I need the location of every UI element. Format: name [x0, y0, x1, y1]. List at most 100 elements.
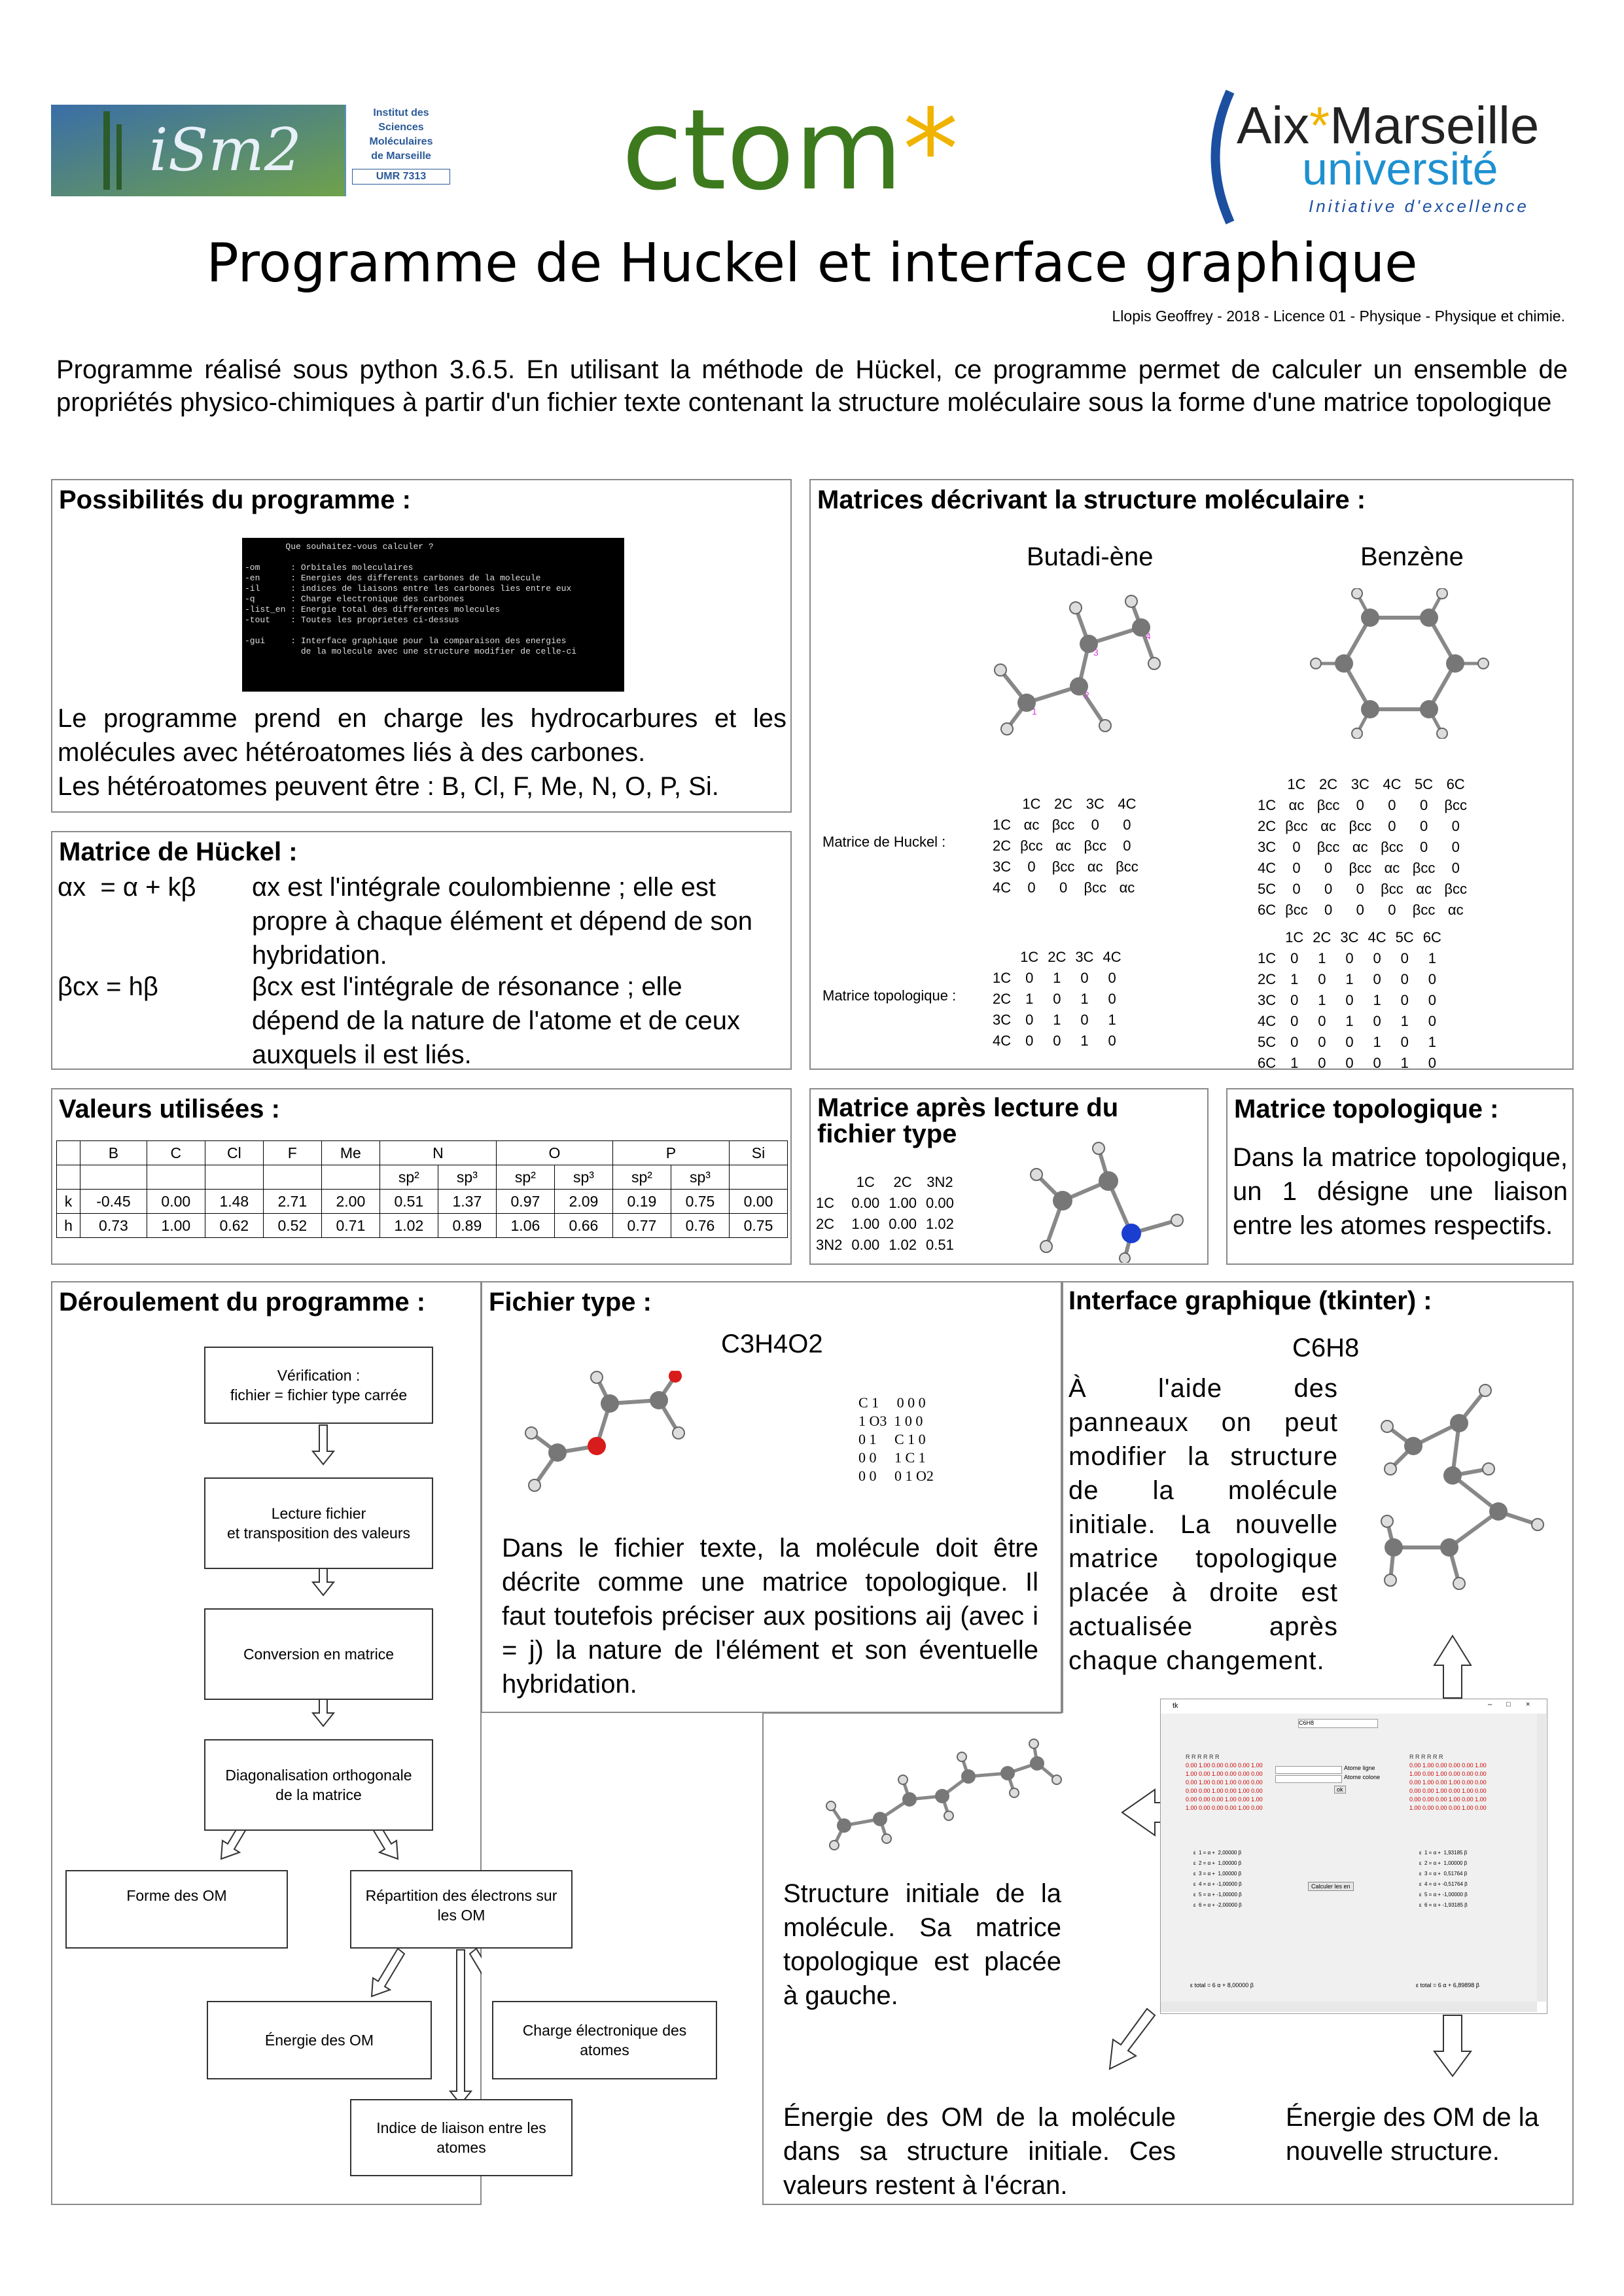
calculate-button[interactable]: Calculer les en: [1308, 1882, 1354, 1891]
matrix-cell: 0: [1428, 992, 1436, 1008]
benzene-topo-row: 6C 1 0 0 0 1 0: [1254, 1053, 1445, 1073]
matrix-cell: 0: [1419, 797, 1428, 813]
amu-logo: Aix*Marseille université Initiative d'ex…: [1197, 85, 1590, 229]
matrix-header-cell: 2C: [893, 1174, 912, 1190]
matrix-cell: 4C: [993, 1033, 1012, 1049]
matrix-cell: 0: [1400, 950, 1409, 966]
total-right: ε total = 6 α + 6,89898 β: [1416, 1982, 1479, 1988]
page-title: Programme de Huckel et interface graphiq…: [206, 232, 1418, 294]
ism2-logo: iSm2 Institut des Sciences Moléculaires …: [51, 105, 450, 196]
matrix-cell: 1: [1290, 971, 1299, 987]
matrix-cell: 0: [1292, 839, 1301, 855]
matrix-cell: 0: [1428, 1013, 1436, 1029]
matrix-header-cell: 2C: [1313, 929, 1332, 945]
butadiene-topo-matrix: 1C 2C 3C 4C 1C 0 1 0 0 2C 1 0 1 0 3C 0 1 0 1 4C 0 0 1 0: [987, 946, 1127, 1052]
lecture-row: 2C 1.00 0.00 1.02: [812, 1214, 958, 1234]
amu-tag: Initiative d'excellence: [1309, 196, 1529, 216]
matrix-cell: 4C: [1258, 860, 1277, 876]
matrix-cell: 0: [1292, 881, 1301, 897]
total-left: ε total = 6 α + 8,00000 β: [1190, 1982, 1254, 1988]
matrix-cell: βcc: [1444, 881, 1468, 897]
matrix-cell: αc: [1384, 860, 1400, 876]
svg-text:2: 2: [1084, 690, 1089, 700]
butadiene-huckel-row: 2C βcc αc βcc 0: [989, 836, 1142, 856]
amu-aix: Aix: [1237, 96, 1310, 154]
valeurs-header-cell: F: [262, 1140, 322, 1165]
valeurs-header-cell: B: [80, 1140, 147, 1165]
matrix-header-cell: 3C: [1086, 796, 1104, 812]
valeurs-cell: [56, 1165, 81, 1190]
valeurs-cell: 0.66: [554, 1213, 613, 1238]
matrix-cell: 0: [1318, 1013, 1326, 1029]
valeurs-cell: [80, 1165, 147, 1190]
matrix-cell: 0: [1419, 839, 1428, 855]
matrix-header-cell: 1C: [1285, 929, 1304, 945]
matrix-cell: 0: [1324, 902, 1333, 918]
benzene-label: Benzène: [1360, 542, 1464, 571]
lecture-title: Matrice après lecture du fichier type: [817, 1093, 1119, 1148]
molecule-select[interactable]: C6H8: [1298, 1719, 1378, 1728]
matrix-cell: 0: [1123, 838, 1131, 854]
huckel-desc2: βcx est l'intégrale de résonance ; elle …: [252, 972, 740, 1069]
valeurs-hybrid-row: sp² sp³ sp² sp³ sp² sp³: [56, 1165, 788, 1190]
h-scrollbar[interactable]: [1161, 2002, 1537, 2012]
terminal-text: Que souhaitez-vous calculer ? -om : Orbi…: [245, 542, 577, 656]
interface-title: Interface graphique (tkinter) :: [1068, 1286, 1432, 1315]
valeurs-cell: 2.00: [321, 1189, 380, 1214]
fichier-matrix: C 1 0 0 0 1 O3 1 0 0 0 1 C 1 0 0 0 1 C 1…: [858, 1394, 934, 1484]
matrix-cell: αc: [1055, 838, 1071, 854]
matrix-cell: 2C: [816, 1216, 835, 1232]
interface-divider: [762, 1712, 1062, 1714]
matrix-cell: αc: [1023, 817, 1040, 833]
valeurs-header-cell: [56, 1140, 81, 1165]
terminal-screenshot: Que souhaitez-vous calculer ? -om : Orbi…: [242, 538, 624, 692]
matrices-title: Matrices décrivant la structure molécula…: [817, 486, 1366, 514]
matrix-header-cell: [1254, 928, 1280, 947]
matrix-cell: 0: [1027, 858, 1036, 875]
matrix-header-cell: [1254, 775, 1280, 794]
huckel-eq2: βcx = hβ: [58, 972, 158, 1001]
minimize-icon[interactable]: –: [1488, 1701, 1492, 1708]
tk-window: tk – □ × C6H8 R R R R R R 0.00 1.00 0.00…: [1160, 1699, 1547, 2014]
topologique-title: Matrice topologique :: [1234, 1095, 1499, 1123]
matrix-header-cell: 2C: [1054, 796, 1073, 812]
matrix-cell: βcc: [1051, 817, 1075, 833]
butadiene-topo-header: 1C 2C 3C 4C: [989, 947, 1125, 967]
matrix-header-cell: 5C: [1415, 776, 1434, 792]
close-icon[interactable]: ×: [1526, 1701, 1530, 1708]
valeurs-cell: 0.52: [262, 1213, 322, 1238]
valeurs-cell: sp²: [379, 1165, 438, 1190]
ok-button[interactable]: ok: [1334, 1786, 1346, 1793]
matrix-header-cell: 4C: [1383, 776, 1402, 792]
matrix-header-cell: 3N2: [927, 1174, 953, 1190]
matrix-cell: 0: [1373, 1055, 1381, 1071]
valeurs-cell: sp²: [612, 1165, 671, 1190]
atom-col-label: Atome colone: [1344, 1774, 1381, 1780]
valeurs-header-row: B C Cl F Me N O P Si: [56, 1140, 788, 1165]
atom-col-input[interactable]: [1275, 1775, 1342, 1783]
valeurs-header-cell: C: [146, 1140, 205, 1165]
valeurs-cell: 2.71: [262, 1189, 322, 1214]
flow-conversion: Conversion en matrice: [204, 1608, 433, 1700]
butadiene-molecule: 1 2 3 4: [994, 595, 1161, 735]
matrix-cell: 0: [1290, 950, 1299, 966]
fichier-title: Fichier type :: [489, 1288, 652, 1316]
amu-marseille: Marseille: [1330, 96, 1540, 154]
valeurs-cell: 1.06: [495, 1213, 555, 1238]
matrix-cell: 1.02: [889, 1237, 917, 1253]
butadiene-topo-row: 3C 0 1 0 1: [989, 1010, 1125, 1030]
benzene-huckel-row: 4C 0 0 βcc αc βcc 0: [1254, 858, 1471, 878]
matrix-cell: 0: [1419, 818, 1428, 834]
maximize-icon[interactable]: □: [1506, 1701, 1511, 1708]
flow-indice: Indice de liaison entre les atomes: [350, 2099, 573, 2176]
matrix-cell: βcc: [1116, 858, 1139, 875]
matrix-cell: 0.00: [851, 1195, 880, 1211]
scrollbar[interactable]: [1537, 1714, 1546, 2002]
atom-line-input[interactable]: [1275, 1766, 1342, 1774]
matrix-cell: 0: [1373, 950, 1381, 966]
caption-energy-new: Énergie des OM de la nouvelle structure.: [1286, 2103, 1539, 2166]
matrices-panel: Matrices décrivant la structure molécula…: [809, 479, 1574, 1073]
matrix-cell: αc: [1320, 818, 1336, 834]
valeurs-cell: k: [56, 1189, 81, 1214]
svg-text:4: 4: [1146, 631, 1151, 641]
